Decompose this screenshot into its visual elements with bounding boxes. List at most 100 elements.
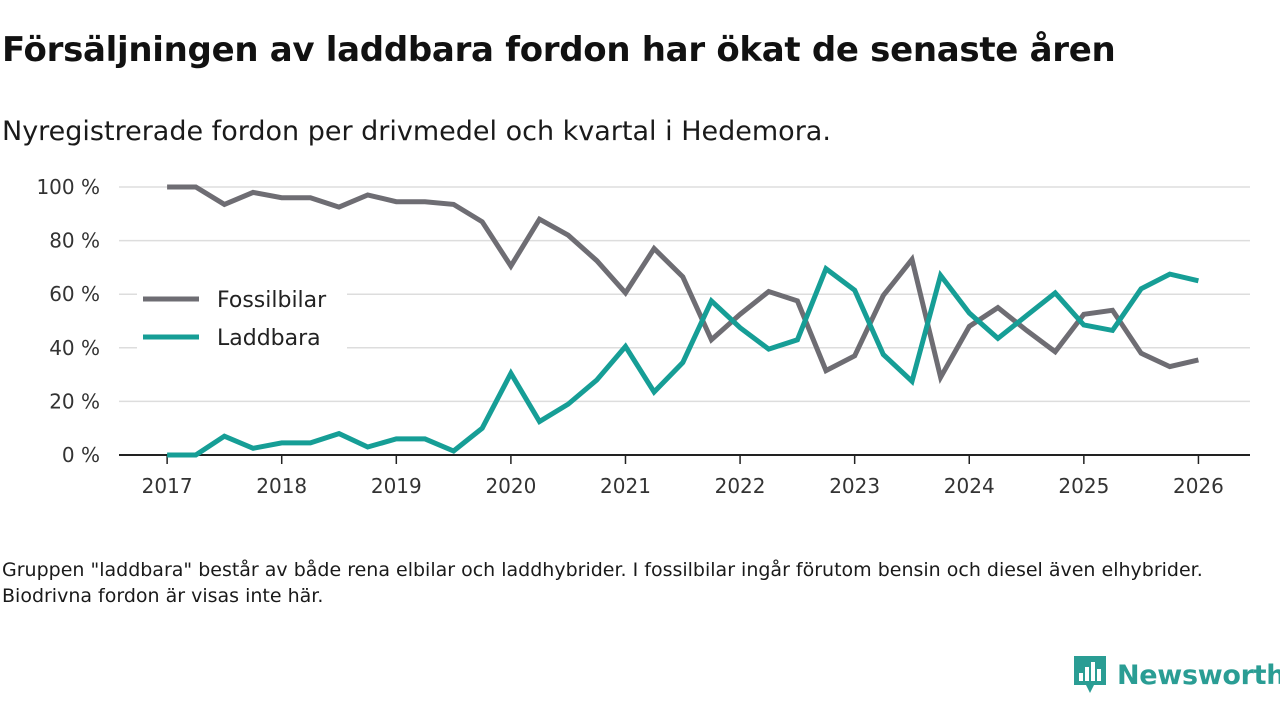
data-point-laddbara[interactable] <box>795 337 800 342</box>
series-line-fossilbilar <box>167 184 1199 385</box>
data-point-laddbara[interactable] <box>1053 290 1058 295</box>
data-point-fossilbilar[interactable] <box>795 298 800 303</box>
data-point-laddbara[interactable] <box>537 419 542 424</box>
data-point-laddbara[interactable] <box>165 453 170 458</box>
data-point-laddbara[interactable] <box>709 298 714 303</box>
data-point-laddbara[interactable] <box>1110 328 1115 333</box>
data-point-fossilbilar[interactable] <box>1081 312 1086 317</box>
data-point-fossilbilar[interactable] <box>824 368 829 373</box>
x-tick-label: 2023 <box>829 474 880 498</box>
series-lines <box>165 184 1201 458</box>
data-point-fossilbilar[interactable] <box>566 233 571 238</box>
data-point-laddbara[interactable] <box>766 347 771 352</box>
data-point-fossilbilar[interactable] <box>766 289 771 294</box>
y-tick-label: 60 % <box>49 282 100 306</box>
data-point-fossilbilar[interactable] <box>995 305 1000 310</box>
data-point-fossilbilar[interactable] <box>623 290 628 295</box>
data-point-fossilbilar[interactable] <box>337 205 342 210</box>
data-point-laddbara[interactable] <box>1081 323 1086 328</box>
data-point-fossilbilar[interactable] <box>594 258 599 263</box>
data-point-laddbara[interactable] <box>852 288 857 293</box>
data-point-fossilbilar[interactable] <box>222 202 227 207</box>
data-point-laddbara[interactable] <box>251 446 256 451</box>
data-point-laddbara[interactable] <box>938 273 943 278</box>
data-point-laddbara[interactable] <box>881 352 886 357</box>
data-point-laddbara[interactable] <box>1196 278 1201 283</box>
data-point-laddbara[interactable] <box>193 453 198 458</box>
data-point-laddbara[interactable] <box>508 371 513 376</box>
chart-title: Försäljningen av laddbara fordon har öka… <box>2 30 1116 70</box>
y-tick-label: 0 % <box>62 443 100 467</box>
data-point-fossilbilar[interactable] <box>165 185 170 190</box>
line-chart: 0 % 20 % 40 % 60 % 80 % 100 % 2017 2018 2019 2020… <box>36 175 1250 498</box>
x-tick-label: 2021 <box>600 474 651 498</box>
x-tick-label: 2025 <box>1058 474 1109 498</box>
data-point-fossilbilar[interactable] <box>422 199 427 204</box>
data-point-fossilbilar[interactable] <box>308 195 313 200</box>
footnote: Gruppen "laddbara" består av både rena e… <box>2 559 1203 607</box>
data-point-laddbara[interactable] <box>480 426 485 431</box>
x-tick-label: 2019 <box>371 474 422 498</box>
data-point-fossilbilar[interactable] <box>537 217 542 222</box>
data-point-laddbara[interactable] <box>824 266 829 271</box>
data-point-fossilbilar[interactable] <box>709 337 714 342</box>
data-point-fossilbilar[interactable] <box>251 190 256 195</box>
x-tick-label: 2020 <box>485 474 536 498</box>
data-point-laddbara[interactable] <box>222 434 227 439</box>
data-point-laddbara[interactable] <box>1167 272 1172 277</box>
x-tick-label: 2018 <box>256 474 307 498</box>
x-tick-label: 2022 <box>715 474 766 498</box>
data-point-fossilbilar[interactable] <box>365 193 370 198</box>
data-point-laddbara[interactable] <box>680 360 685 365</box>
data-point-laddbara[interactable] <box>308 440 313 445</box>
data-point-fossilbilar[interactable] <box>193 185 198 190</box>
data-point-fossilbilar[interactable] <box>652 246 657 251</box>
data-point-laddbara[interactable] <box>337 431 342 436</box>
y-tick-label: 100 % <box>36 175 100 199</box>
data-point-fossilbilar[interactable] <box>1053 349 1058 354</box>
data-point-fossilbilar[interactable] <box>852 353 857 358</box>
series-line-laddbara <box>167 264 1199 458</box>
data-point-laddbara[interactable] <box>365 444 370 449</box>
newsworthy-logo-text: Newsworthy <box>1117 659 1280 691</box>
data-point-laddbara[interactable] <box>422 436 427 441</box>
data-point-fossilbilar[interactable] <box>680 274 685 279</box>
data-point-laddbara[interactable] <box>1024 313 1029 318</box>
data-point-laddbara[interactable] <box>909 379 914 384</box>
data-point-laddbara[interactable] <box>623 344 628 349</box>
legend[interactable]: Fossilbilar Laddbara <box>137 279 347 355</box>
data-point-fossilbilar[interactable] <box>1024 328 1029 333</box>
data-point-fossilbilar[interactable] <box>508 264 513 269</box>
newsworthy-logo-icon <box>1074 656 1106 693</box>
data-point-laddbara[interactable] <box>451 448 456 453</box>
axes: 0 % 20 % 40 % 60 % 80 % 100 % 2017 2018 2019 2020… <box>36 175 1250 498</box>
data-point-fossilbilar[interactable] <box>1167 364 1172 369</box>
data-point-fossilbilar[interactable] <box>881 293 886 298</box>
data-point-fossilbilar[interactable] <box>1196 357 1201 362</box>
y-tick-label: 80 % <box>49 229 100 253</box>
data-point-fossilbilar[interactable] <box>967 324 972 329</box>
data-point-fossilbilar[interactable] <box>1139 351 1144 356</box>
newsworthy-logo[interactable]: Newsworthy <box>1072 655 1280 695</box>
data-point-laddbara[interactable] <box>995 336 1000 341</box>
data-point-fossilbilar[interactable] <box>279 195 284 200</box>
chart-subtitle: Nyregistrerade fordon per drivmedel och … <box>2 116 831 147</box>
data-point-laddbara[interactable] <box>394 436 399 441</box>
data-point-laddbara[interactable] <box>279 440 284 445</box>
legend-label-laddbara[interactable]: Laddbara <box>217 326 321 351</box>
data-point-laddbara[interactable] <box>652 390 657 395</box>
data-point-fossilbilar[interactable] <box>480 219 485 224</box>
data-point-fossilbilar[interactable] <box>451 202 456 207</box>
data-point-laddbara[interactable] <box>566 402 571 407</box>
data-point-laddbara[interactable] <box>738 325 743 330</box>
data-point-laddbara[interactable] <box>594 377 599 382</box>
data-point-fossilbilar[interactable] <box>938 375 943 380</box>
data-point-fossilbilar[interactable] <box>909 257 914 262</box>
data-point-fossilbilar[interactable] <box>394 199 399 204</box>
data-point-laddbara[interactable] <box>1139 286 1144 291</box>
data-point-laddbara[interactable] <box>967 310 972 315</box>
data-point-fossilbilar[interactable] <box>1110 308 1115 313</box>
y-tick-label: 20 % <box>49 389 100 413</box>
legend-label-fossilbilar[interactable]: Fossilbilar <box>217 288 327 313</box>
data-point-fossilbilar[interactable] <box>738 312 743 317</box>
